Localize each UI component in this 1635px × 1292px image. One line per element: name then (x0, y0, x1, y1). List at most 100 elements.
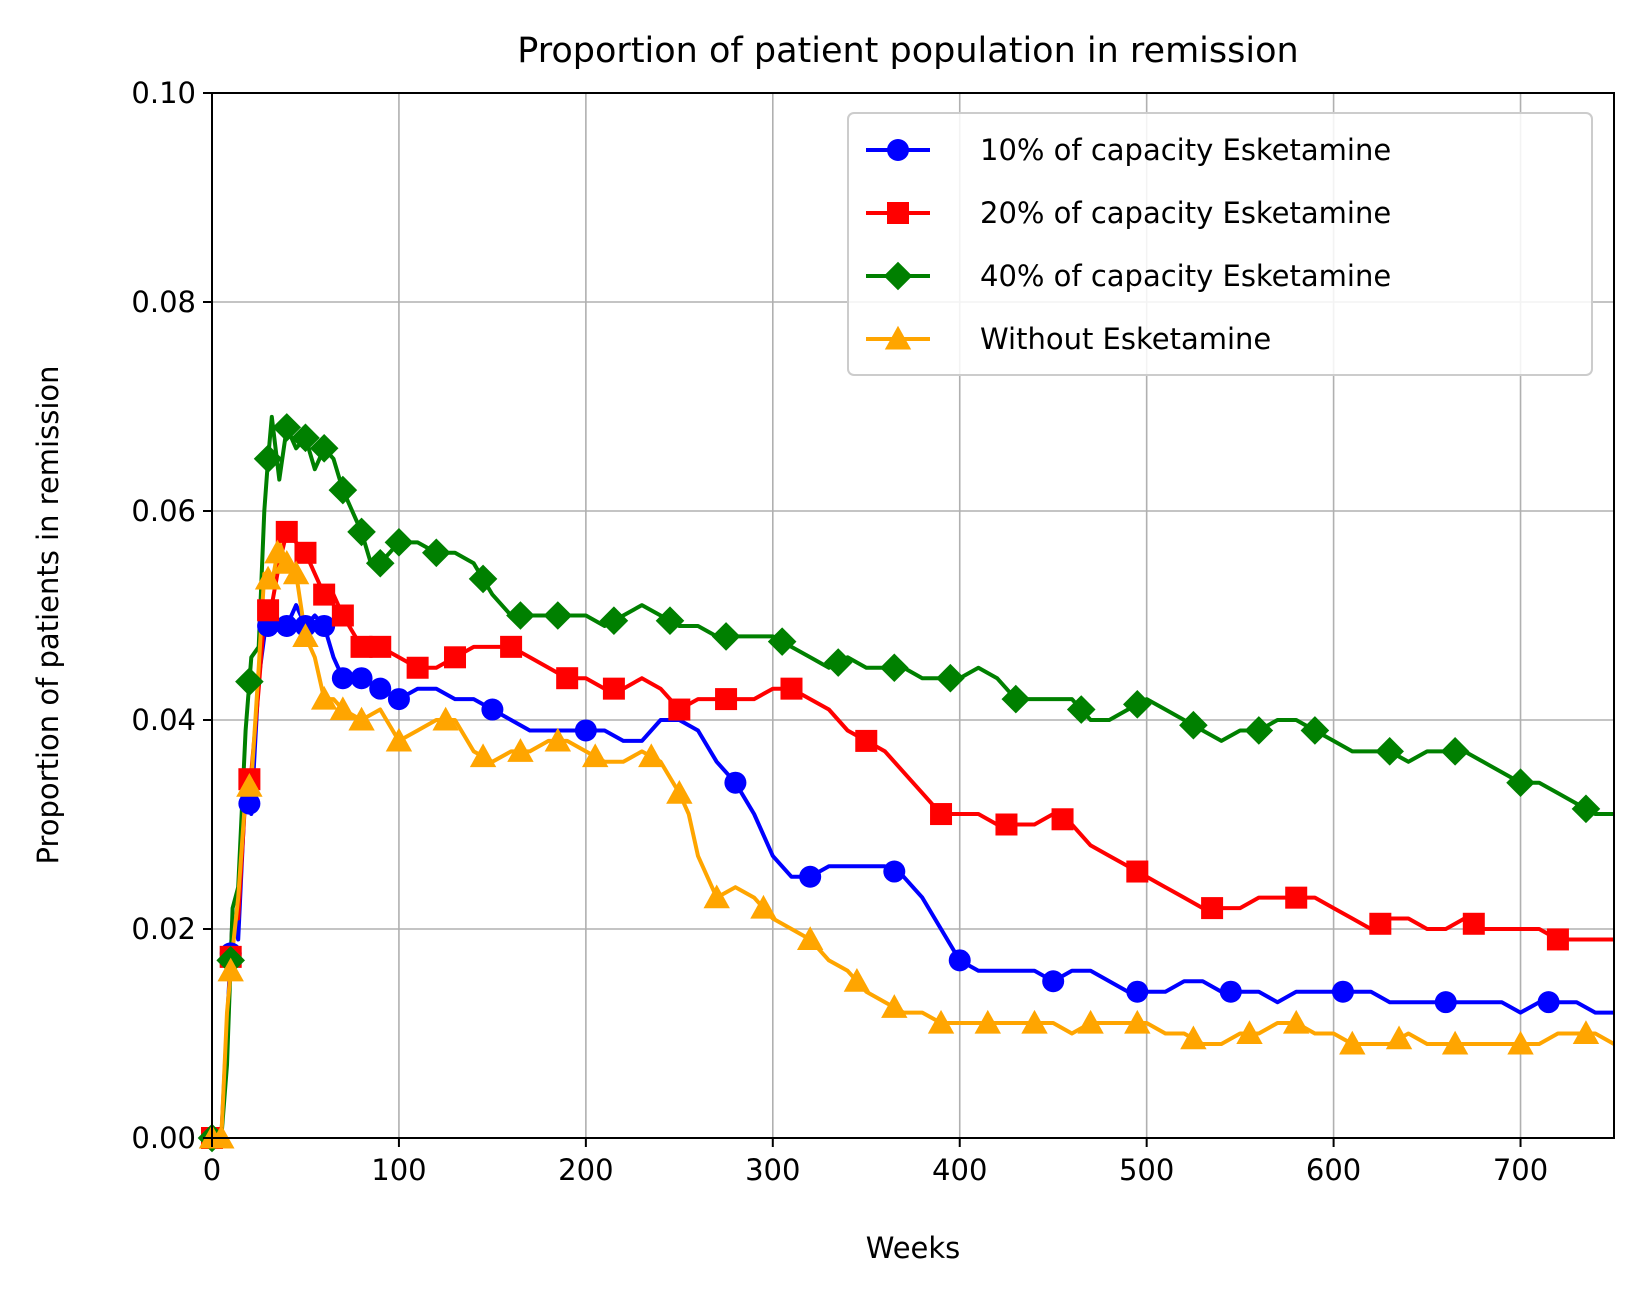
series-4-marker (1236, 1020, 1263, 1045)
series-2-marker (995, 813, 1018, 836)
plot-frame (211, 92, 1615, 1139)
series-4-marker (1124, 1009, 1151, 1034)
series-2-marker (556, 667, 579, 690)
series-3-marker (936, 663, 965, 693)
series-1-marker (1126, 980, 1149, 1003)
y-tick-label: 0.06 (131, 494, 196, 528)
series-4-marker (582, 743, 609, 768)
series-3-marker (422, 538, 451, 568)
series-4-marker (927, 1009, 955, 1034)
legend-marker-2 (887, 202, 909, 224)
series-4-marker (282, 560, 310, 585)
series-4-marker (703, 884, 730, 909)
series-3-marker (1001, 684, 1031, 714)
series-1-marker (883, 860, 906, 883)
series-4-marker (329, 696, 357, 721)
series-3-marker (1300, 716, 1330, 745)
series-2-marker (257, 599, 280, 622)
y-tick-label: 0.08 (131, 285, 196, 319)
x-tick-label: 600 (1306, 1153, 1361, 1187)
chart-title: Proportion of patient population in remi… (517, 31, 1298, 71)
series-4-marker (544, 727, 572, 752)
series-1-marker (948, 949, 971, 972)
series-4-marker (469, 743, 497, 768)
series-4-marker (843, 968, 871, 992)
series-4-marker (432, 706, 459, 731)
series-4-marker (292, 623, 319, 647)
y-axis-label: Proportion of patients in remission (31, 365, 65, 864)
series-3-marker (767, 627, 797, 656)
series-3-marker (711, 622, 741, 651)
series-4-marker (208, 1124, 235, 1149)
series-3-marker (1506, 768, 1535, 797)
legend-frame (847, 112, 1593, 376)
series-1-marker (387, 688, 410, 711)
series-4-marker (236, 772, 263, 797)
x-tick-label: 700 (1493, 1153, 1548, 1187)
y-tick-label: 0.02 (131, 912, 196, 946)
series-3-marker (468, 564, 498, 594)
series-1-marker (1537, 991, 1560, 1014)
series-2-marker (1126, 860, 1149, 883)
series-1-marker (1042, 970, 1065, 993)
series-1-marker (481, 698, 504, 721)
series-4-marker (638, 743, 665, 768)
series-1-marker (238, 792, 261, 815)
series-1-marker (350, 667, 373, 690)
series-2-marker (275, 520, 298, 543)
x-tick-label: 500 (1119, 1153, 1174, 1187)
series-line-3 (212, 414, 1614, 1140)
series-3-marker (1123, 690, 1152, 719)
legend-label-1: 10% of capacity Esketamine (980, 133, 1391, 167)
series-4-marker (1441, 1030, 1469, 1055)
series-2-marker (855, 729, 878, 752)
y-axis-ticks: 0.00 0.02 0.04 0.06 0.08 0.10 (131, 76, 212, 1155)
series-4-marker (348, 706, 375, 731)
x-axis-ticks: 0 100 200 300 400 500 600 700 (203, 1138, 1548, 1187)
series-4-marker (1180, 1025, 1207, 1050)
x-axis-label: Weeks (866, 1231, 961, 1265)
y-tick-label: 0.00 (131, 1121, 196, 1155)
series-4-marker (974, 1009, 1001, 1034)
legend-marker-1 (887, 139, 909, 161)
series-2-marker (1201, 897, 1224, 920)
series-4-marker (217, 957, 244, 982)
series-1-marker (1331, 980, 1354, 1003)
legend: 10% of capacity Esketamine 20% of capacit… (847, 112, 1593, 376)
series-3-marker (1066, 695, 1096, 724)
series-2-marker (1369, 912, 1392, 935)
series-3-marker (309, 434, 339, 463)
x-tick-label: 300 (745, 1153, 800, 1187)
series-2-marker (668, 698, 691, 721)
x-tick-label: 400 (932, 1153, 987, 1187)
series-4-marker (1021, 1009, 1048, 1034)
series-2-marker (1285, 886, 1308, 909)
series-2-marker (294, 541, 317, 564)
series-2-marker (780, 677, 803, 700)
series-2-marker (444, 646, 467, 669)
series-4-marker (881, 994, 908, 1018)
series-1-marker (724, 771, 747, 794)
series-4-marker (385, 727, 413, 752)
series-2-marker (1462, 912, 1485, 935)
series-4-marker (1572, 1020, 1600, 1045)
series-2-marker (313, 583, 336, 606)
series-3-marker (291, 423, 320, 453)
series-2-marker (930, 803, 953, 826)
series-4-marker (796, 926, 824, 951)
series-1-marker (275, 614, 298, 637)
series-1-marker (574, 719, 597, 742)
series-4-marker (254, 565, 282, 590)
series-3-marker (1571, 794, 1601, 824)
series-3-marker (1440, 737, 1470, 766)
series-1-marker (1219, 980, 1242, 1003)
series-1-marker (1434, 991, 1457, 1014)
series-4-marker (1283, 1009, 1310, 1034)
series-4-marker (1385, 1025, 1413, 1050)
legend-label-2: 20% of capacity Esketamine (980, 196, 1391, 230)
series-1-marker (369, 677, 392, 700)
series-3-marker (1179, 710, 1208, 740)
series-3-marker (543, 601, 573, 630)
series-2-marker (406, 656, 429, 679)
series-4-marker (507, 738, 534, 762)
